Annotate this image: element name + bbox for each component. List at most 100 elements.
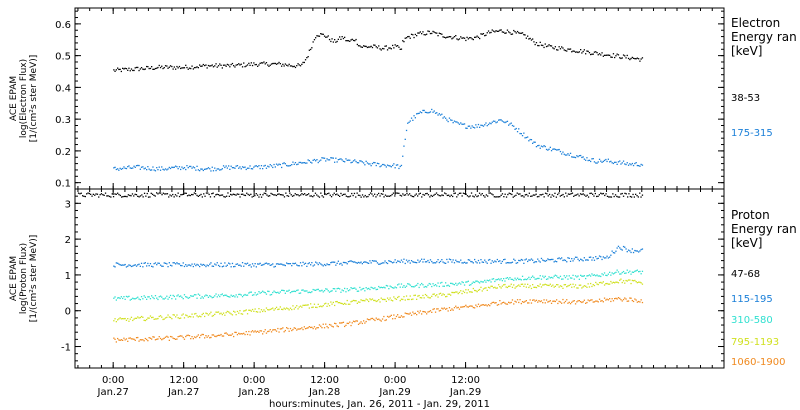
data-point	[119, 264, 121, 266]
data-point	[128, 295, 130, 297]
data-point	[229, 168, 231, 170]
data-point	[167, 168, 169, 170]
data-point	[212, 334, 215, 336]
data-point	[301, 327, 303, 329]
data-point	[460, 36, 462, 38]
data-point	[519, 285, 521, 287]
data-point	[149, 169, 152, 171]
data-point	[228, 195, 230, 197]
data-point	[293, 65, 295, 67]
data-point	[302, 193, 304, 196]
data-point	[115, 69, 117, 71]
data-point	[127, 296, 129, 298]
data-point	[438, 113, 440, 115]
data-point	[176, 166, 178, 168]
data-point	[192, 295, 194, 297]
data-point	[410, 260, 413, 262]
data-point	[496, 287, 498, 289]
data-point	[613, 195, 615, 198]
data-point	[293, 290, 295, 292]
data-point	[255, 294, 257, 296]
data-point	[384, 45, 386, 47]
data-point	[468, 284, 471, 286]
data-point	[326, 263, 328, 265]
data-point	[253, 294, 255, 296]
data-point	[259, 262, 261, 264]
data-point	[253, 331, 255, 333]
data-point	[570, 193, 572, 195]
data-point	[569, 152, 572, 154]
data-point	[421, 313, 423, 315]
x-tick-label: Jan.28	[308, 387, 340, 398]
data-point	[205, 265, 207, 268]
data-point	[519, 193, 521, 195]
data-point	[539, 300, 541, 303]
data-point	[214, 263, 216, 265]
data-point	[292, 305, 294, 307]
data-point	[606, 160, 608, 163]
data-point	[379, 319, 381, 321]
data-point	[246, 64, 249, 66]
data-point	[568, 284, 570, 287]
data-point	[492, 278, 495, 280]
data-point	[211, 265, 213, 267]
data-point	[212, 170, 215, 172]
data-point	[210, 262, 212, 264]
data-point	[346, 263, 348, 265]
data-point	[466, 36, 468, 38]
data-point	[153, 318, 155, 320]
data-point	[423, 297, 425, 299]
data-point	[562, 151, 564, 153]
data-point	[341, 264, 343, 266]
data-point	[544, 43, 546, 45]
data-point	[508, 278, 510, 280]
data-point	[124, 67, 126, 69]
data-point	[157, 66, 159, 69]
data-point	[206, 336, 208, 338]
data-point	[456, 260, 458, 263]
data-point	[447, 310, 449, 312]
data-point	[160, 192, 162, 194]
data-point	[515, 301, 517, 303]
data-point	[265, 192, 267, 195]
data-point	[538, 300, 540, 302]
data-point	[620, 278, 622, 280]
data-point	[625, 248, 627, 250]
data-point	[603, 54, 606, 56]
data-point	[191, 263, 193, 265]
data-point	[336, 193, 338, 195]
data-point	[534, 286, 536, 288]
data-point	[452, 283, 454, 285]
data-point	[616, 163, 618, 165]
data-point	[193, 263, 196, 265]
data-point	[434, 284, 437, 286]
data-point	[159, 337, 162, 340]
data-point	[350, 324, 352, 327]
data-point	[606, 255, 608, 257]
data-point	[437, 194, 439, 196]
data-point	[255, 266, 257, 268]
data-point	[125, 338, 128, 340]
data-point	[349, 40, 351, 42]
y-tick-label: -1	[61, 343, 71, 354]
data-point	[113, 337, 115, 339]
data-point	[495, 279, 497, 281]
data-point	[312, 327, 314, 330]
data-point	[458, 261, 461, 263]
data-point	[427, 194, 430, 196]
data-point	[547, 195, 549, 197]
data-point	[384, 287, 386, 289]
data-point	[470, 291, 472, 293]
data-point	[635, 58, 637, 60]
data-point	[383, 48, 385, 50]
data-point	[341, 194, 343, 196]
data-point	[596, 274, 598, 276]
data-point	[168, 316, 170, 318]
data-point	[185, 264, 187, 266]
data-point	[332, 41, 334, 43]
data-point	[384, 319, 386, 322]
data-point	[590, 256, 592, 258]
data-point	[476, 280, 478, 282]
data-point	[119, 68, 121, 70]
data-point	[640, 273, 642, 275]
